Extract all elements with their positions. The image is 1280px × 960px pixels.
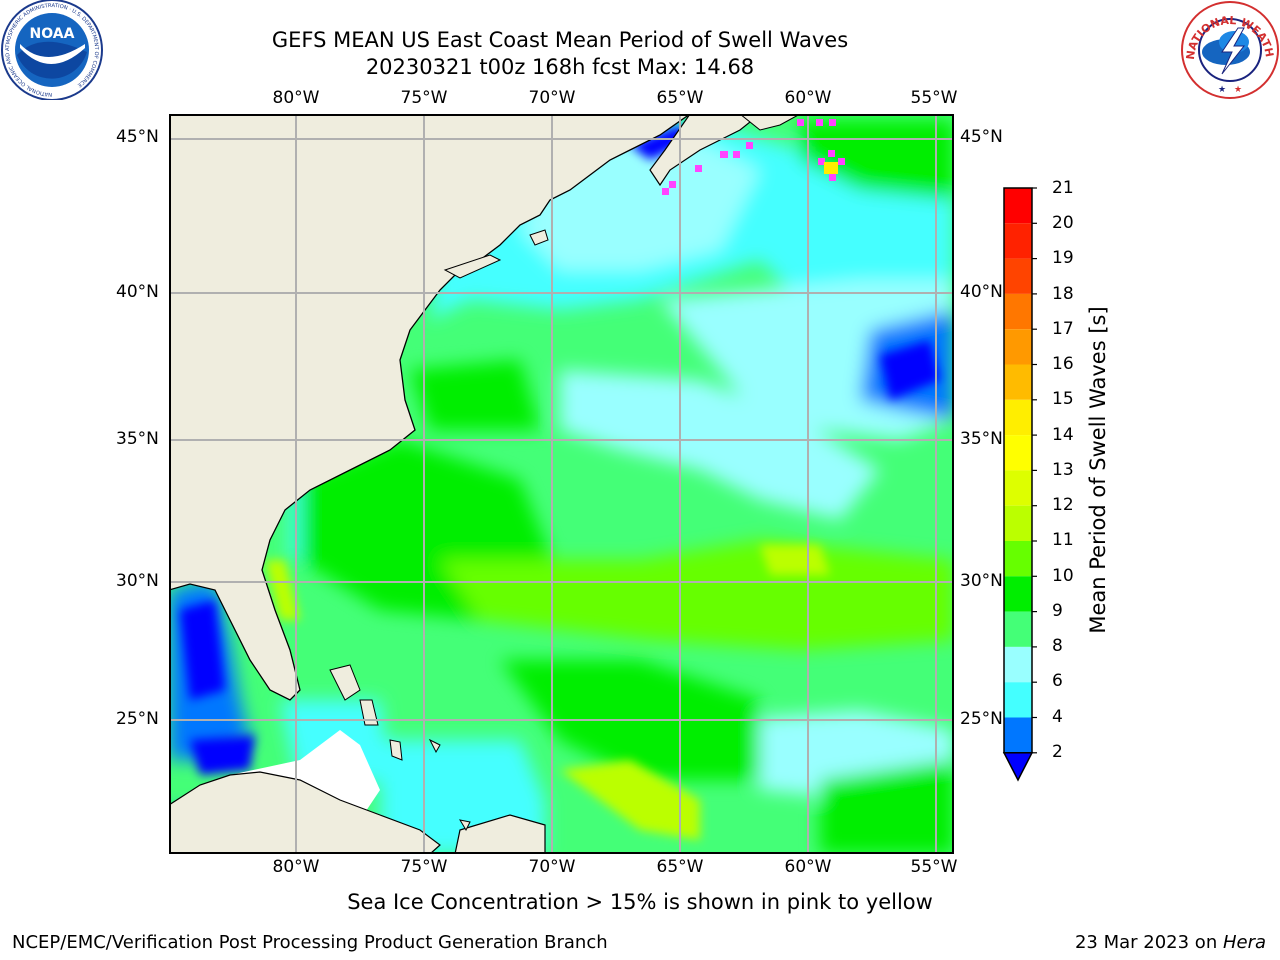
footer-date-host: 23 Mar 2023 on Hera <box>1075 932 1266 953</box>
svg-text:NOAA: NOAA <box>30 26 75 42</box>
footer-branch: NCEP/EMC/Verification Post Processing Pr… <box>12 932 608 953</box>
lon-label-bottom-55w: 55°W <box>910 857 958 877</box>
map-subtitle: 20230321 t00z 168h fcst Max: 14.68 <box>365 55 755 79</box>
land-east-coast <box>169 114 692 701</box>
land-bahamas <box>329 664 361 701</box>
colorbar-tick-4: 4 <box>1052 707 1063 727</box>
sea-ice-pixels <box>662 119 845 195</box>
footer-date: 23 Mar 2023 on <box>1074 932 1223 953</box>
colorbar-tick-13: 13 <box>1052 460 1074 480</box>
lon-label-bottom-60w: 60°W <box>784 857 832 877</box>
nws-logo: NATIONAL WEATHER SERVICE ★ ★ <box>1178 0 1279 99</box>
lon-label-top-70w: 70°W <box>528 88 576 108</box>
lat-label-left-35n: 35°N <box>116 429 159 449</box>
swell-period-map <box>169 114 954 854</box>
lon-label-top-65w: 65°W <box>656 88 704 108</box>
lat-label-left-40n: 40°N <box>116 282 159 302</box>
colorbar-tick-8: 8 <box>1052 636 1063 656</box>
colorbar-tick-16: 16 <box>1052 354 1074 374</box>
lat-label-right-45n: 45°N <box>960 127 1003 147</box>
land-hispaniola <box>454 814 546 854</box>
colorbar-extend-arrow <box>1002 752 1034 782</box>
lon-label-bottom-75w: 75°W <box>400 857 448 877</box>
colorbar-label: Mean Period of Swell Waves [s] <box>1086 306 1110 634</box>
svg-text:★: ★ <box>1234 85 1242 95</box>
svg-text:★: ★ <box>1218 85 1226 95</box>
yellow-green-band <box>560 760 700 840</box>
lat-label-left-45n: 45°N <box>116 127 159 147</box>
sea-ice-note: Sea Ice Concentration > 15% is shown in … <box>347 890 933 914</box>
land-cuba <box>169 771 441 854</box>
lon-label-top-55w: 55°W <box>910 88 958 108</box>
lat-label-right-35n: 35°N <box>960 429 1003 449</box>
colorbar-tick-20: 20 <box>1052 213 1074 233</box>
lat-label-right-40n: 40°N <box>960 282 1003 302</box>
colorbar-tick-14: 14 <box>1052 425 1074 445</box>
colorbar-tick-17: 17 <box>1052 319 1074 339</box>
lon-label-bottom-65w: 65°W <box>656 857 704 877</box>
colorbar-tick-18: 18 <box>1052 284 1074 304</box>
colorbar-tick-21: 21 <box>1052 178 1074 198</box>
map-frame <box>169 114 954 854</box>
lat-label-right-25n: 25°N <box>960 709 1003 729</box>
colorbar-tick-2: 2 <box>1052 742 1063 762</box>
graticule <box>169 114 954 854</box>
lon-label-top-75w: 75°W <box>400 88 448 108</box>
colorbar-tick-9: 9 <box>1052 601 1063 621</box>
colorbar <box>1002 187 1037 782</box>
lon-label-top-60w: 60°W <box>784 88 832 108</box>
colorbar-tick-15: 15 <box>1052 389 1074 409</box>
no-data-region <box>230 730 380 820</box>
footer-host: Hera <box>1222 932 1266 953</box>
lon-label-top-80w: 80°W <box>272 88 320 108</box>
lon-label-bottom-80w: 80°W <box>272 857 320 877</box>
noaa-logo: NOAA NATIONAL OCEANIC AND ATMOSPHERIC AD… <box>1 0 103 100</box>
colorbar-tick-19: 19 <box>1052 248 1074 268</box>
lon-label-bottom-70w: 70°W <box>528 857 576 877</box>
colorbar-tick-12: 12 <box>1052 495 1074 515</box>
lat-label-left-30n: 30°N <box>116 571 159 591</box>
lat-label-left-25n: 25°N <box>116 709 159 729</box>
lat-label-right-30n: 30°N <box>960 571 1003 591</box>
colorbar-tick-11: 11 <box>1052 530 1074 550</box>
colorbar-tick-6: 6 <box>1052 671 1063 691</box>
colorbar-tick-10: 10 <box>1052 566 1074 586</box>
map-title: GEFS MEAN US East Coast Mean Period of S… <box>271 28 849 52</box>
